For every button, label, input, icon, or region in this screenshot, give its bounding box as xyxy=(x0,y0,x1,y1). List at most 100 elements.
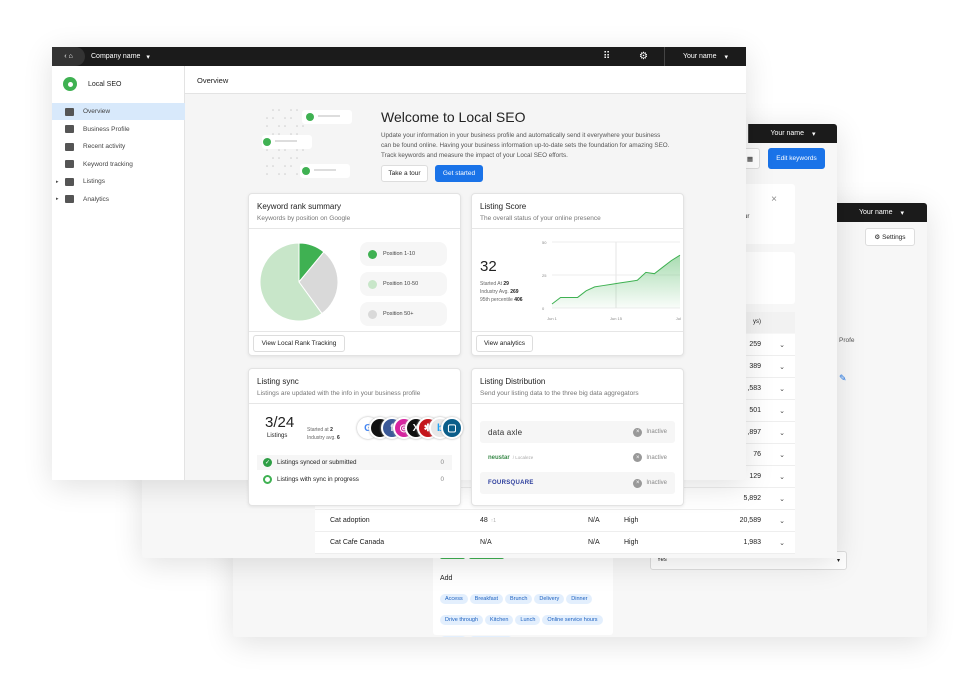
sync-icon xyxy=(263,475,272,484)
attributes-panel: Add Access Breakfast Brunch Delivery Dinner D… xyxy=(433,553,613,637)
tab-partial[interactable]: Profe xyxy=(839,337,855,344)
add-chip[interactable]: Lunch xyxy=(515,615,541,625)
edit-keywords-button[interactable]: Edit keywords xyxy=(768,148,825,169)
listing-score: 32 xyxy=(480,258,497,275)
caret-down-icon: ▾ xyxy=(900,209,905,217)
user-menu[interactable]: Your name xyxy=(770,130,805,137)
add-chip[interactable]: Online service hours xyxy=(542,615,603,625)
chevron-down-icon[interactable]: ⌄ xyxy=(779,429,785,437)
gear-icon: ⚙ xyxy=(874,234,883,241)
get-started-button[interactable]: Get started xyxy=(435,165,483,182)
keyword-pie-chart xyxy=(259,242,339,322)
sidebar-item-label: Keyword tracking xyxy=(83,160,133,168)
sidebar-item-listings[interactable]: ▸ Listings xyxy=(52,173,185,190)
position-cell: N/A xyxy=(480,539,492,546)
chevron-down-icon[interactable]: ⌄ xyxy=(779,495,785,503)
trending-icon xyxy=(65,160,74,168)
view-local-rank-tracking-button[interactable]: View Local Rank Tracking xyxy=(253,335,345,352)
building-icon xyxy=(65,125,74,133)
expand-arrow-icon[interactable]: ▸ xyxy=(56,196,59,202)
add-chip[interactable]: Seniour hours xyxy=(468,636,513,637)
add-chip[interactable]: Drive through xyxy=(440,615,484,625)
top-bar: Your name ▾ xyxy=(748,124,837,143)
dashboard-icon xyxy=(65,107,74,116)
card-subtitle: Listings are updated with the info in yo… xyxy=(257,390,421,397)
volume-cell: 5,892 xyxy=(743,495,761,502)
competition-cell: High xyxy=(624,517,639,524)
status-badge: × Inactive xyxy=(633,453,667,462)
sidebar-item-overview[interactable]: Overview xyxy=(52,103,185,120)
user-menu[interactable]: Your name xyxy=(858,209,893,216)
aggregator-row[interactable]: neustar / Localeze × Inactive xyxy=(488,453,667,462)
location-pin-icon xyxy=(65,177,74,186)
aggregator-row[interactable]: data axle × Inactive xyxy=(480,421,675,443)
sidebar-item-analytics[interactable]: ▸ Analytics xyxy=(52,191,185,208)
add-chip[interactable]: Pickup xyxy=(440,636,467,637)
add-chip[interactable]: Brunch xyxy=(504,594,533,604)
history-icon xyxy=(65,142,74,151)
page-title: Overview xyxy=(185,66,746,94)
chevron-down-icon[interactable]: ⌄ xyxy=(779,517,785,525)
pie-slice xyxy=(259,242,323,322)
add-chip[interactable]: Breakfast xyxy=(469,594,503,604)
add-chip[interactable]: Access xyxy=(440,594,468,604)
gear-icon[interactable]: ⚙ xyxy=(639,51,648,62)
keyword-cell: Cat Cafe Canada xyxy=(330,539,385,546)
take-tour-button[interactable]: Take a tour xyxy=(381,165,428,182)
sidebar-item-label: Business Profile xyxy=(83,125,130,133)
add-chip[interactable]: Dinner xyxy=(566,594,593,604)
sidebar: Local SEO Overview Business Profile Recent… xyxy=(52,66,185,480)
close-circle-icon: × xyxy=(633,453,643,462)
sidebar-item-business-profile[interactable]: Business Profile xyxy=(52,121,185,138)
volume-cell: 259 xyxy=(749,341,761,348)
chevron-down-icon[interactable]: ⌄ xyxy=(779,341,785,349)
table-row[interactable]: Cat adoption 48 ↑1 N/A High 20,589 ⌄ xyxy=(315,510,795,532)
legend-item: Position 10-50 xyxy=(360,272,447,296)
company-selector[interactable]: Company name xyxy=(91,53,141,60)
table-row[interactable]: Cat Cafe Canada N/A N/A High 1,983 ⌄ xyxy=(315,532,795,554)
user-menu[interactable]: Your name xyxy=(682,53,717,60)
top-bar: Your name ▾ xyxy=(835,203,927,222)
edit-icon[interactable]: ✎ xyxy=(839,373,847,383)
welcome-illustration xyxy=(262,109,352,178)
volume-cell: ,897 xyxy=(747,429,761,436)
sidebar-item-label: Overview xyxy=(83,108,111,115)
caret-down-icon: ▾ xyxy=(146,53,150,61)
chevron-down-icon[interactable]: ⌄ xyxy=(779,473,785,481)
chevron-down-icon[interactable]: ⌄ xyxy=(779,407,785,415)
sidebar-item-label: Analytics xyxy=(83,195,110,203)
legend-swatch xyxy=(368,249,377,259)
settings-button[interactable]: ⚙ Settings xyxy=(865,228,915,246)
aggregator-logo: neustar xyxy=(488,454,510,461)
card-title: Listing Distribution xyxy=(480,377,546,386)
close-circle-icon: × xyxy=(633,427,643,437)
sync-stats: Started at 2 Industry avg. 6 xyxy=(307,427,340,441)
legend-item: Position 50+ xyxy=(360,302,447,326)
card-title: Keyword rank summary xyxy=(257,202,342,211)
chevron-down-icon[interactable]: ⌄ xyxy=(779,451,785,459)
y-tick-label: 0 xyxy=(542,306,545,311)
apps-grid-icon[interactable]: ⠿ xyxy=(603,51,611,62)
aggregator-row[interactable]: FOURSQUARE × Inactive xyxy=(480,472,675,494)
view-analytics-button[interactable]: View analytics xyxy=(476,335,533,352)
expand-arrow-icon[interactable]: ▸ xyxy=(56,178,59,185)
sidebar-item-keyword-tracking[interactable]: Keyword tracking xyxy=(52,156,185,173)
legend-label: Position 1-10 xyxy=(383,251,416,257)
close-icon[interactable]: × xyxy=(771,194,777,205)
change-cell: N/A xyxy=(588,517,600,524)
sidebar-item-recent-activity[interactable]: Recent activity xyxy=(52,138,185,155)
chevron-down-icon[interactable]: ⌄ xyxy=(779,539,785,547)
legend-item: Position 1-10 xyxy=(360,242,447,266)
caret-down-icon: ▾ xyxy=(836,558,840,564)
chevron-down-icon[interactable]: ⌄ xyxy=(779,385,785,393)
add-chip[interactable]: Delivery xyxy=(534,594,565,604)
front-window: ‹ ⌂ Company name ▾ ⠿ ⚙ Your name ▾ Local S… xyxy=(52,47,746,506)
close-circle-icon: × xyxy=(633,478,643,488)
chevron-down-icon[interactable]: ⌄ xyxy=(779,363,785,371)
add-chip[interactable]: Kitchen xyxy=(485,615,514,625)
x-tick-label: Jun 1 xyxy=(547,316,558,321)
add-label: Add xyxy=(440,575,453,582)
home-button[interactable]: ‹ ⌂ xyxy=(52,47,85,66)
local-seo-logo-icon xyxy=(63,77,77,91)
caret-down-icon: ▾ xyxy=(812,130,816,138)
